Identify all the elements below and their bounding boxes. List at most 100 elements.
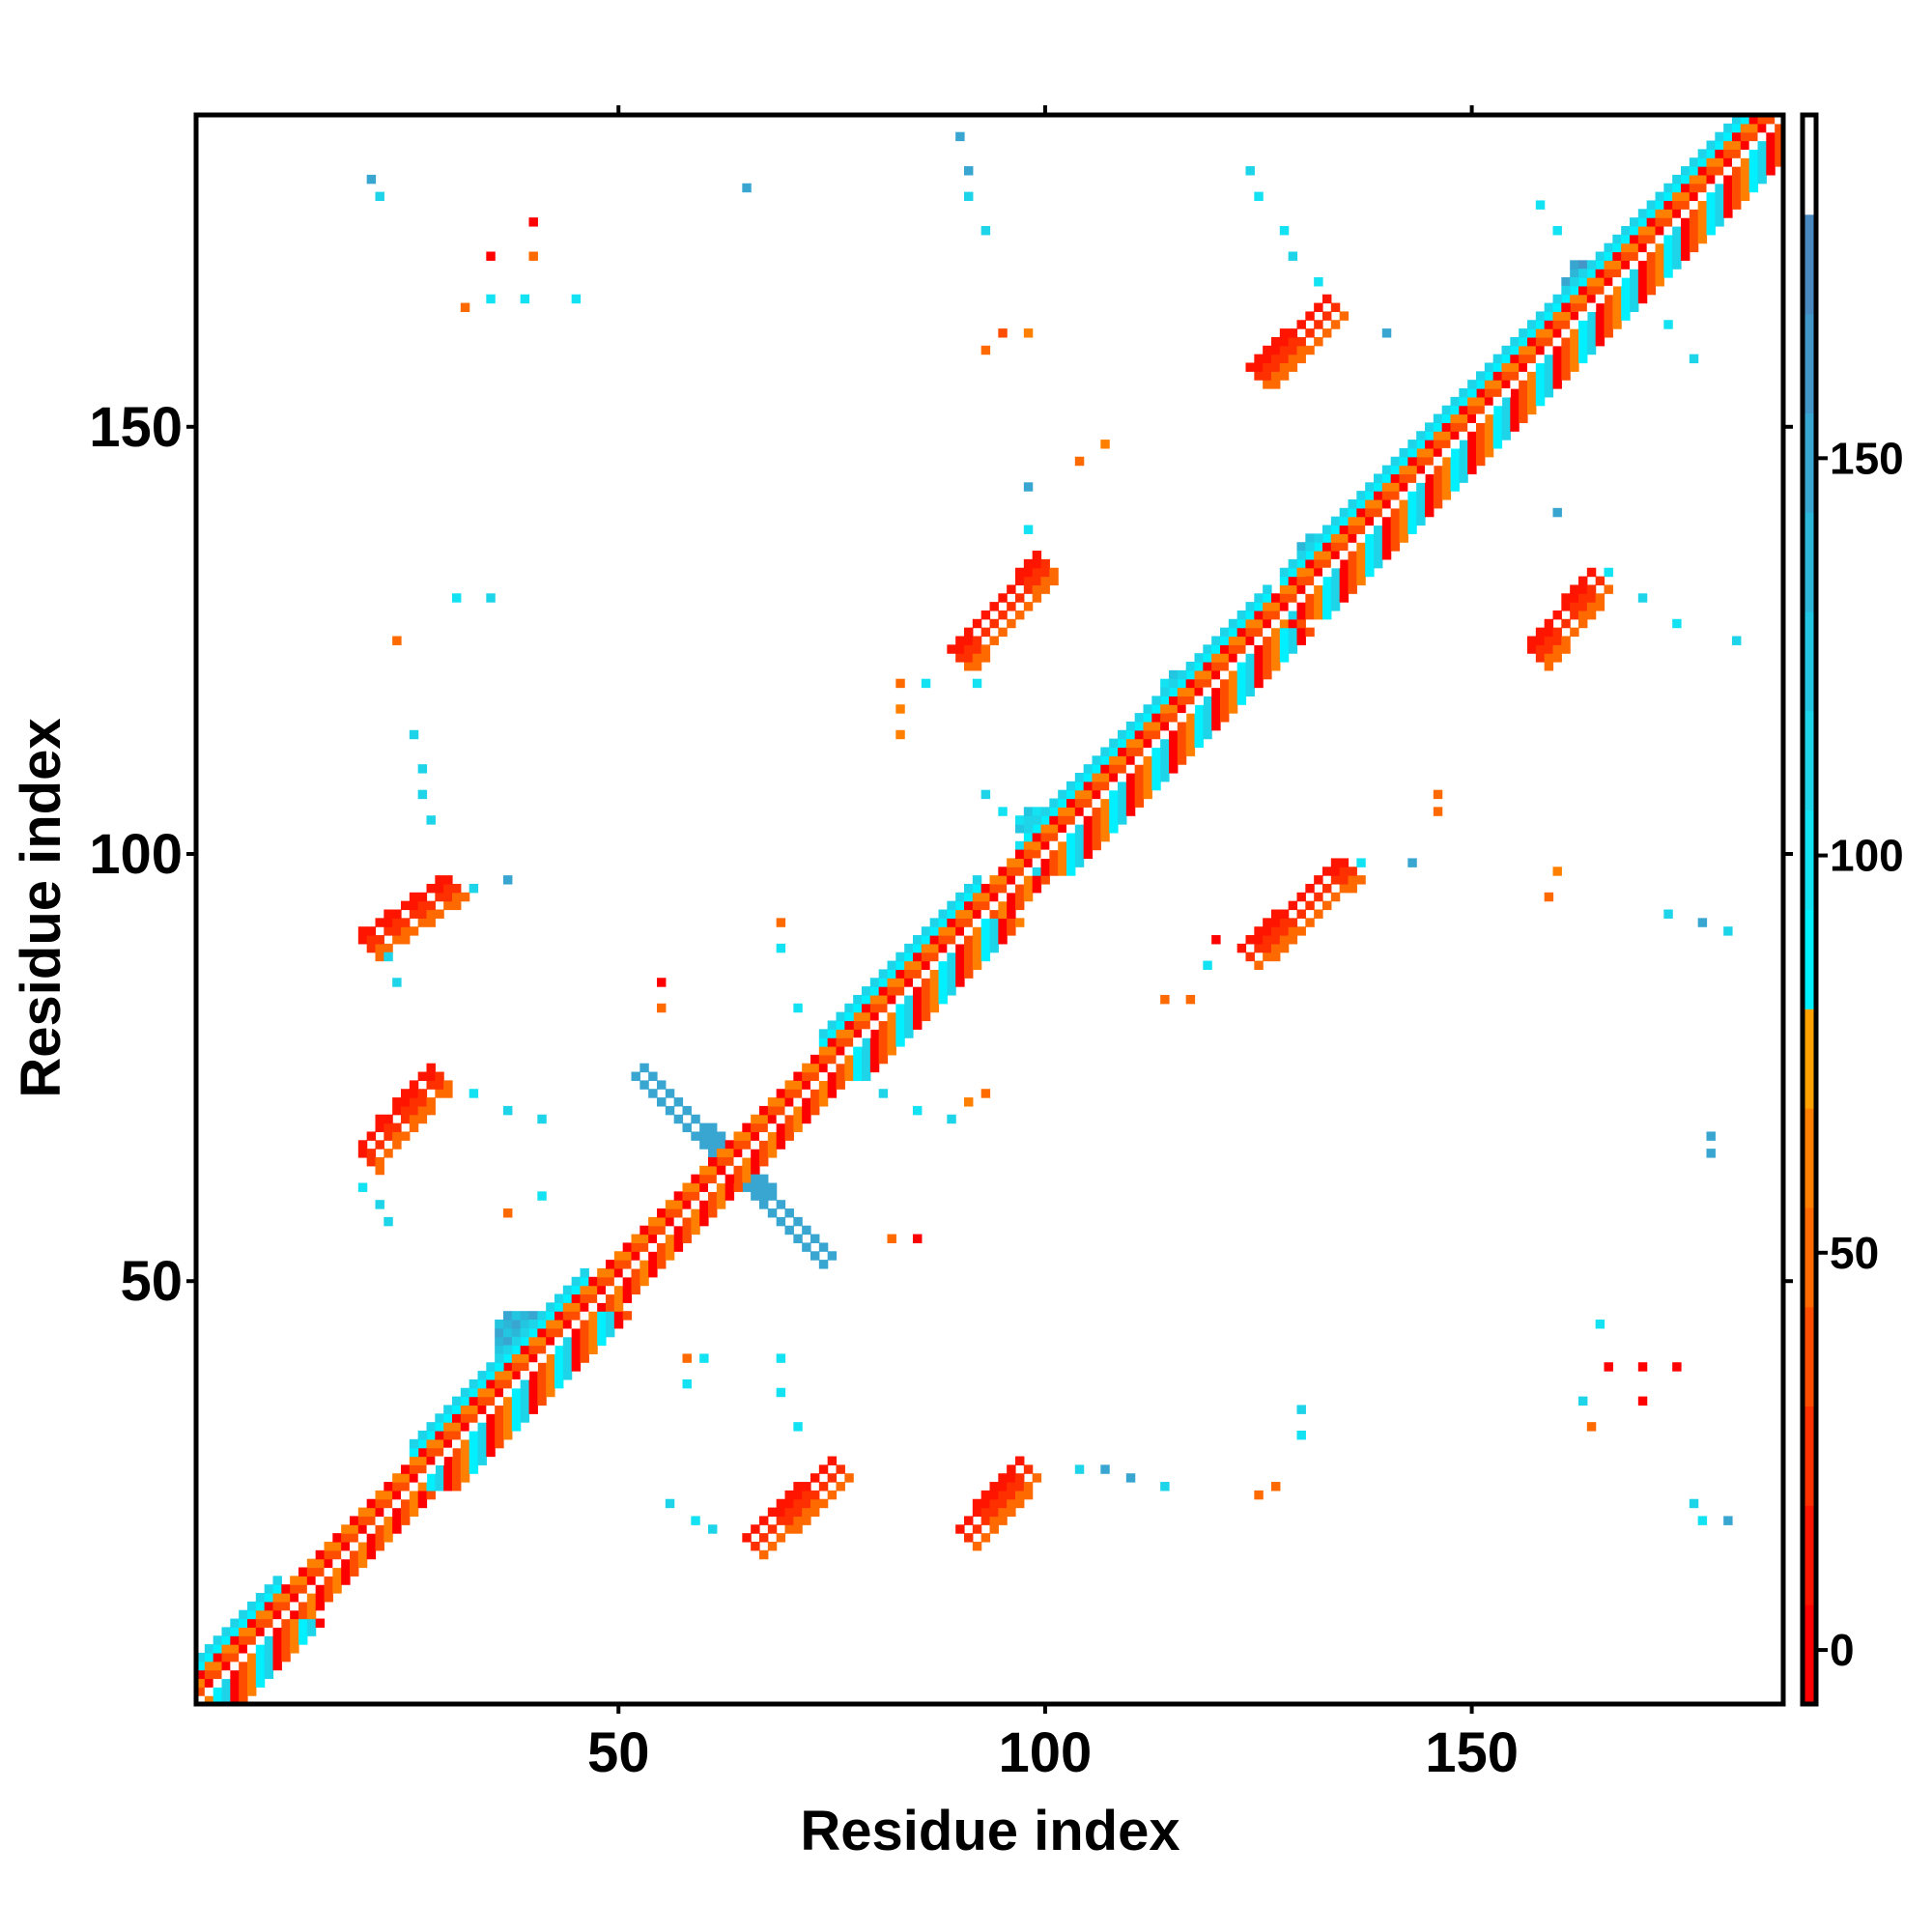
heatmap-cell xyxy=(1032,593,1042,603)
heatmap-cell xyxy=(554,1302,564,1312)
heatmap-cell xyxy=(878,1089,889,1098)
heatmap-cell xyxy=(1049,849,1059,860)
heatmap-cell xyxy=(401,935,411,945)
heatmap-cell xyxy=(1501,354,1511,364)
heatmap-cell xyxy=(1561,311,1571,321)
heatmap-cell xyxy=(1100,747,1110,756)
heatmap-cell xyxy=(332,1541,342,1551)
heatmap-cell xyxy=(1279,567,1290,578)
heatmap-cell xyxy=(1637,1396,1648,1406)
heatmap-cell xyxy=(913,986,923,996)
heatmap-cell xyxy=(1100,440,1110,449)
heatmap-cell xyxy=(1125,729,1136,740)
heatmap-cell xyxy=(1296,602,1306,611)
heatmap-cell xyxy=(742,1140,752,1150)
heatmap-cell xyxy=(460,1464,470,1474)
heatmap-cell xyxy=(980,345,991,355)
heatmap-cell xyxy=(802,1242,811,1252)
heatmap-cell xyxy=(947,900,956,911)
heatmap-cell xyxy=(1604,260,1613,270)
heatmap-cell xyxy=(947,644,956,654)
heatmap-cell xyxy=(1254,644,1264,654)
heatmap-cell xyxy=(1151,729,1161,740)
heatmap-cell xyxy=(869,994,880,1005)
heatmap-cell xyxy=(904,994,914,1005)
heatmap-cell xyxy=(980,892,991,902)
heatmap-cell xyxy=(887,978,896,987)
heatmap-cell xyxy=(716,1140,726,1150)
heatmap-cell xyxy=(921,978,931,987)
heatmap-cell xyxy=(350,1549,359,1560)
heatmap-cell xyxy=(469,1430,479,1440)
heatmap-cell xyxy=(613,1285,624,1295)
heatmap-cell xyxy=(1023,1464,1034,1474)
heatmap-cell xyxy=(1586,285,1597,296)
heatmap-cell xyxy=(460,1413,470,1423)
heatmap-cell xyxy=(1074,840,1085,851)
heatmap-cell xyxy=(417,1438,428,1449)
heatmap-cell xyxy=(1672,183,1682,193)
heatmap-cell xyxy=(1748,123,1759,133)
heatmap-cell xyxy=(1118,747,1127,756)
heatmap-cell xyxy=(1177,678,1187,689)
heatmap-cell xyxy=(1118,781,1127,791)
heatmap-cell xyxy=(452,1447,462,1458)
heatmap-cell xyxy=(682,1216,692,1227)
heatmap-cell xyxy=(708,1174,718,1184)
heatmap-cell xyxy=(716,1200,726,1209)
heatmap-cell xyxy=(716,1156,726,1167)
heatmap-cell xyxy=(213,1635,223,1645)
heatmap-cell xyxy=(1578,269,1588,278)
heatmap-cell xyxy=(1279,584,1290,594)
colorbar-bin xyxy=(1803,115,1816,215)
heatmap-cell xyxy=(1288,900,1298,911)
heatmap-cell xyxy=(1194,729,1204,740)
heatmap-cell xyxy=(929,935,940,945)
heatmap-cell xyxy=(913,952,923,962)
heatmap-cell xyxy=(469,1089,479,1098)
heatmap-cell xyxy=(1544,636,1554,645)
heatmap-cell xyxy=(1236,662,1247,671)
heatmap-cell xyxy=(315,1593,326,1603)
heatmap-cell xyxy=(1296,909,1306,919)
heatmap-cell xyxy=(1288,328,1298,338)
heatmap-cell xyxy=(1766,166,1776,176)
heatmap-cell xyxy=(1049,576,1059,586)
heatmap-cell xyxy=(298,1584,308,1594)
heatmap-cell xyxy=(1732,157,1742,167)
heatmap-cell xyxy=(401,1490,411,1500)
heatmap-cell xyxy=(571,1311,582,1321)
heatmap-cell xyxy=(1236,618,1247,629)
heatmap-cell xyxy=(384,918,393,927)
heatmap-cell xyxy=(955,909,965,919)
heatmap-cell xyxy=(1083,807,1094,816)
heatmap-cell xyxy=(221,1627,231,1636)
heatmap-cell xyxy=(1732,174,1742,185)
heatmap-cell xyxy=(699,1200,709,1209)
heatmap-cell xyxy=(1706,157,1716,167)
heatmap-cell xyxy=(1561,345,1571,355)
heatmap-cell xyxy=(1314,593,1323,603)
colorbar xyxy=(1803,115,1816,1705)
heatmap-cell xyxy=(895,1029,905,1038)
heatmap-cell xyxy=(452,1422,462,1432)
heatmap-cell xyxy=(622,1242,633,1252)
heatmap-cell xyxy=(1621,251,1631,261)
heatmap-cell xyxy=(469,1456,479,1465)
heatmap-cell xyxy=(827,1473,838,1483)
heatmap-cell xyxy=(631,1251,640,1261)
heatmap-cell xyxy=(1271,354,1281,364)
heatmap-cell xyxy=(1083,849,1094,860)
colorbar-bin xyxy=(1803,909,1816,1009)
heatmap-cell xyxy=(1407,516,1417,526)
heatmap-cell xyxy=(1228,704,1238,714)
heatmap-cell xyxy=(1245,610,1255,620)
heatmap-cell xyxy=(1066,858,1076,867)
heatmap-cell xyxy=(1510,396,1520,407)
heatmap-cell xyxy=(571,1345,582,1354)
heatmap-cell xyxy=(1612,302,1622,313)
heatmap-cell xyxy=(221,1661,231,1671)
heatmap-cell xyxy=(972,943,982,953)
heatmap-cell xyxy=(767,1131,778,1141)
heatmap-cell xyxy=(1459,440,1468,449)
